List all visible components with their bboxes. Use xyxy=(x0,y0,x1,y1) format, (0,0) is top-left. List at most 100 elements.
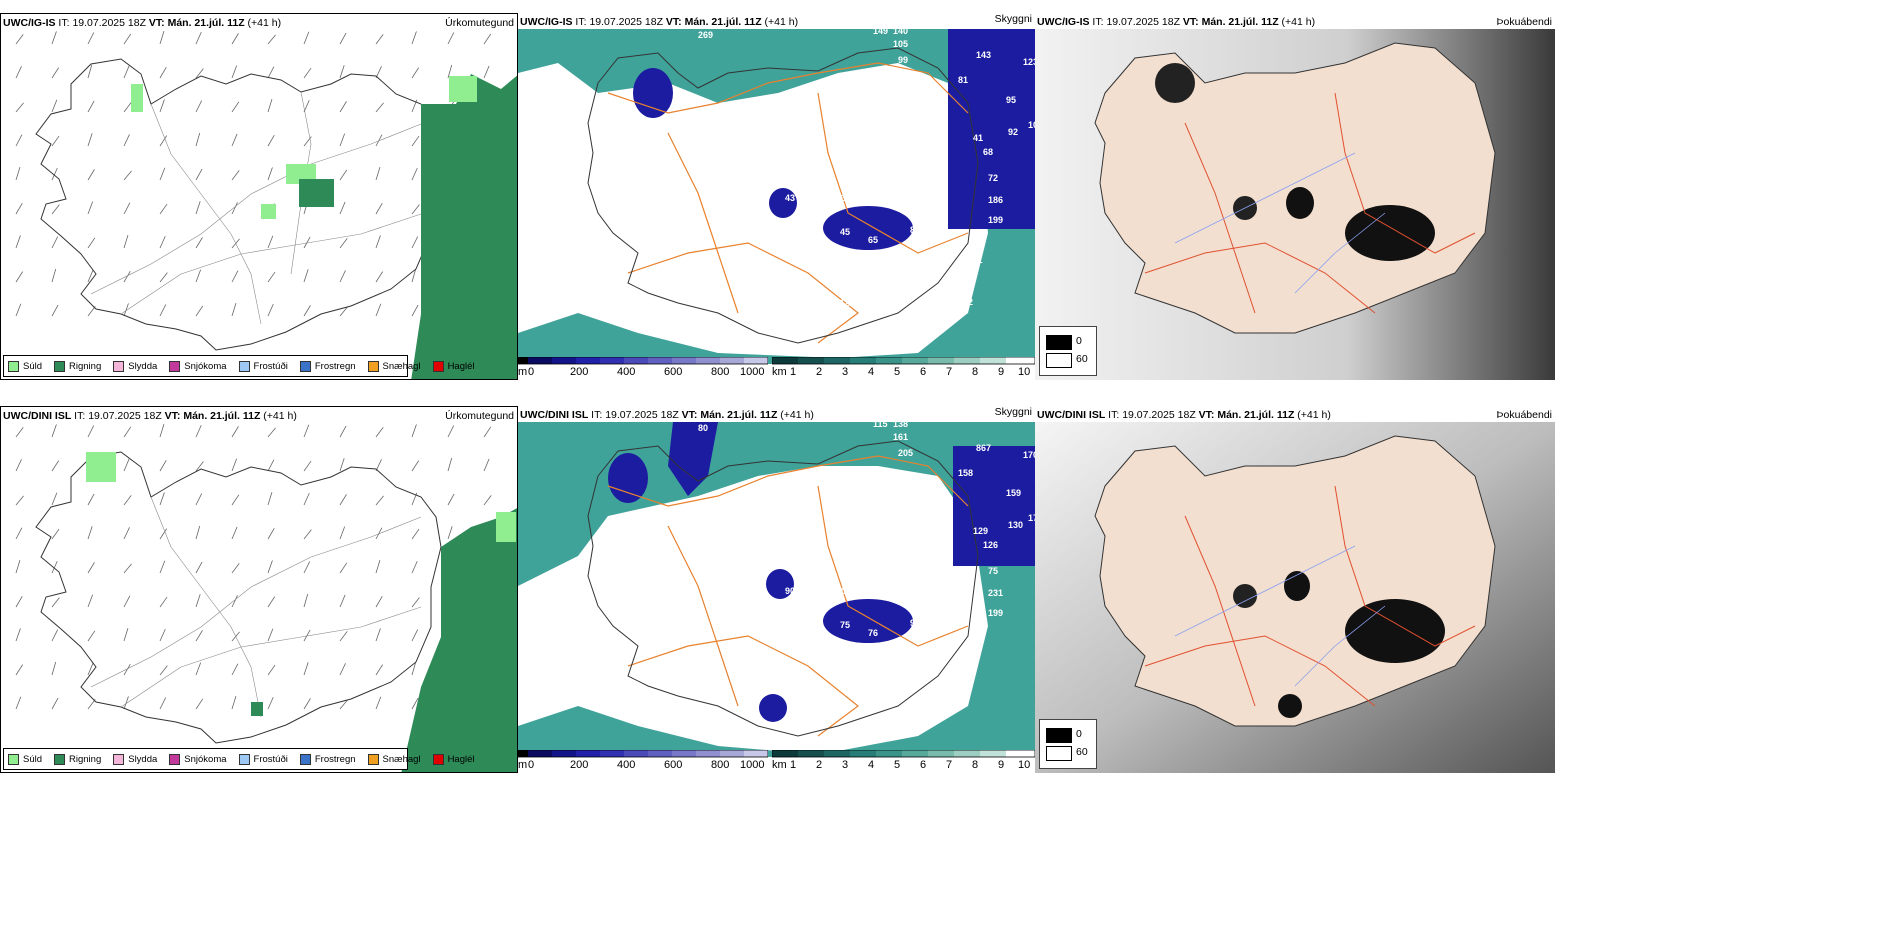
wind-barb xyxy=(51,597,60,608)
it-value: 19.07.2025 18Z xyxy=(88,410,162,422)
wind-barb xyxy=(123,563,132,574)
visibility-colorbar xyxy=(772,750,1035,758)
vis-tick: 8 xyxy=(972,759,979,771)
low-vis-c xyxy=(766,569,794,599)
it-label: IT: xyxy=(1108,409,1120,421)
wind-barb xyxy=(267,459,275,472)
wind-barb xyxy=(195,201,201,215)
wind-barb xyxy=(51,204,60,215)
wind-barb xyxy=(15,427,24,438)
wind-barb xyxy=(159,203,168,215)
wind-barb xyxy=(195,168,203,181)
wind-barb xyxy=(303,629,311,642)
visibility-value-label: 65 xyxy=(868,235,878,245)
rivers xyxy=(1174,545,1386,687)
legend-item: Rigning xyxy=(54,753,101,765)
visibility-panel-bottom: UWC/DINI ISL IT: 19.07.2025 18Z VT: Mán.… xyxy=(518,406,1035,773)
coastline xyxy=(587,440,979,737)
legend-item: Snæhagl xyxy=(367,360,421,372)
fog-dark-1 xyxy=(1345,599,1445,663)
wind-barb xyxy=(15,134,23,147)
legend-swatch xyxy=(367,360,379,372)
drizzle-patch-1 xyxy=(496,512,516,542)
wind-barb xyxy=(339,270,346,283)
wind-barb xyxy=(159,424,165,438)
visibility-value-label: 231 xyxy=(988,588,1003,598)
wind-barb xyxy=(303,236,311,249)
wind-barb xyxy=(195,424,202,438)
wind-barb xyxy=(159,235,166,249)
legend-swatch xyxy=(299,753,311,765)
visibility-value-label: 126 xyxy=(983,540,998,550)
wind-barb xyxy=(411,236,419,249)
wind-barb xyxy=(159,697,167,710)
legend-item: Snæhagl xyxy=(367,753,421,765)
wind-barb xyxy=(195,662,202,676)
wind-barb xyxy=(51,236,59,249)
drizzle-patch-2 xyxy=(86,452,116,482)
vis-tick: 5 xyxy=(894,759,901,771)
fog-legend-high: 60 xyxy=(1076,746,1088,758)
wind-barb xyxy=(195,237,203,249)
wind-barb xyxy=(159,135,168,147)
wind-barb xyxy=(159,272,168,283)
wind-barb xyxy=(303,662,309,676)
visibility-value-label: 48 xyxy=(776,516,786,526)
panel-title: Úrkomutegund xyxy=(445,410,514,422)
wind-barb xyxy=(375,459,382,472)
wind-barb xyxy=(375,34,384,45)
wind-barb xyxy=(411,460,420,472)
wind-barb xyxy=(411,560,418,574)
wind-barb xyxy=(231,33,239,45)
visibility-value-label: 115 xyxy=(873,419,888,429)
wind-barb xyxy=(159,665,168,676)
wind-barb xyxy=(411,629,419,642)
wind-barb xyxy=(87,133,93,147)
wind-barb xyxy=(339,562,348,574)
visibility-value-label: 45 xyxy=(840,227,850,237)
vis-tick: 6 xyxy=(920,366,927,378)
wind-barb xyxy=(123,663,131,676)
visibility-value-label: 53 xyxy=(836,193,846,203)
wind-barb xyxy=(339,32,347,45)
wind-barb xyxy=(411,528,420,540)
lead-time: (+41 h) xyxy=(1281,16,1316,28)
wind-barb xyxy=(231,458,238,472)
it-label: IT: xyxy=(58,17,70,29)
wind-barb xyxy=(231,494,240,506)
wind-barb xyxy=(339,494,347,506)
drizzle-patch-2 xyxy=(131,84,143,112)
wind-barb xyxy=(51,167,58,181)
legend-swatch xyxy=(169,360,181,372)
elevation-colorbar xyxy=(518,750,768,758)
wind-barb xyxy=(159,304,167,317)
model-name: UWC/DINI ISL xyxy=(1037,409,1106,421)
wind-barb xyxy=(123,102,132,113)
lead-time: (+41 h) xyxy=(764,16,799,28)
low-vis-c xyxy=(769,188,797,218)
panel-header: UWC/DINI ISL IT: 19.07.2025 18Z VT: Mán.… xyxy=(1037,409,1331,421)
wind-barb xyxy=(231,563,240,574)
vis-tick: 7 xyxy=(946,759,953,771)
fog-legend-swatch-light xyxy=(1046,353,1072,368)
wind-barb xyxy=(231,202,238,215)
roads xyxy=(90,496,422,718)
wind-barb xyxy=(159,31,165,45)
visibility-value-label: 131 xyxy=(813,325,828,335)
wind-barb xyxy=(303,529,312,540)
wind-barb xyxy=(87,699,96,710)
wind-barb xyxy=(483,495,492,506)
elev-tick: 600 xyxy=(664,759,683,771)
wind-barb xyxy=(267,427,276,438)
panel-title: Þokuábendi xyxy=(1496,16,1552,28)
visibility-value-label: 672 xyxy=(958,297,973,307)
wind-barb xyxy=(15,560,21,574)
wind-barb xyxy=(195,461,204,472)
wind-barb xyxy=(411,697,419,710)
visibility-value-label: 138 xyxy=(828,351,843,361)
wind-barb xyxy=(267,628,274,642)
wind-barb xyxy=(267,66,275,79)
wind-barb xyxy=(411,67,420,79)
vis-tick: 1 xyxy=(790,759,797,771)
wind-barb xyxy=(51,661,57,676)
